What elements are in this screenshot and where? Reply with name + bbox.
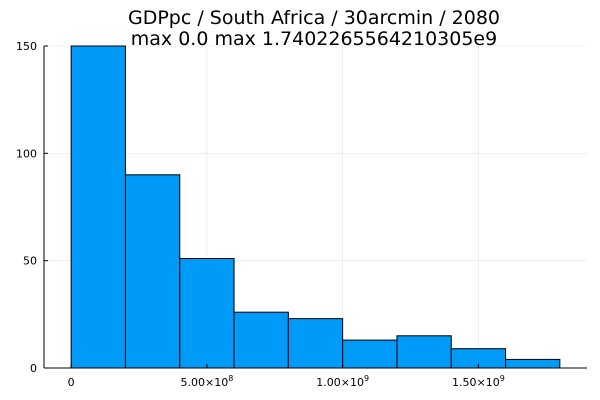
x-tick-label: 5.00×108 (180, 374, 233, 389)
x-tick-exponent: 8 (228, 374, 233, 383)
x-tick-mantissa: 1.00×10 (316, 376, 364, 389)
x-tick-mantissa: 1.50×10 (452, 376, 500, 389)
y-tick-label: 100 (16, 147, 37, 160)
y-tick-label: 0 (30, 362, 37, 375)
x-tick-mantissa: 5.00×10 (180, 376, 228, 389)
x-tick-label: 0 (68, 376, 75, 389)
histogram-bar (342, 339, 398, 369)
x-tick-label: 1.50×109 (452, 374, 505, 389)
histogram-bar (287, 318, 344, 369)
histogram-bar (179, 258, 235, 369)
y-tick-label: 150 (16, 40, 37, 53)
histogram-bar (396, 335, 452, 369)
histogram-bar (124, 174, 181, 369)
histogram-bar (233, 311, 289, 369)
x-tick-label: 1.00×109 (316, 374, 369, 389)
histogram-bar (70, 45, 126, 369)
histogram-bar (505, 358, 561, 369)
axes-layer (43, 46, 587, 369)
x-tick-exponent: 9 (364, 374, 369, 383)
y-tick-label: 50 (23, 255, 37, 268)
chart-title-line-2: max 0.0 max 1.7402265564210305e9 (131, 28, 497, 50)
bars-layer (70, 45, 561, 369)
x-tick-mantissa: 0 (68, 376, 75, 389)
chart-title-line-1: GDPpc / South Africa / 30arcmin / 2080 (128, 7, 500, 29)
x-tick-exponent: 9 (500, 374, 505, 383)
